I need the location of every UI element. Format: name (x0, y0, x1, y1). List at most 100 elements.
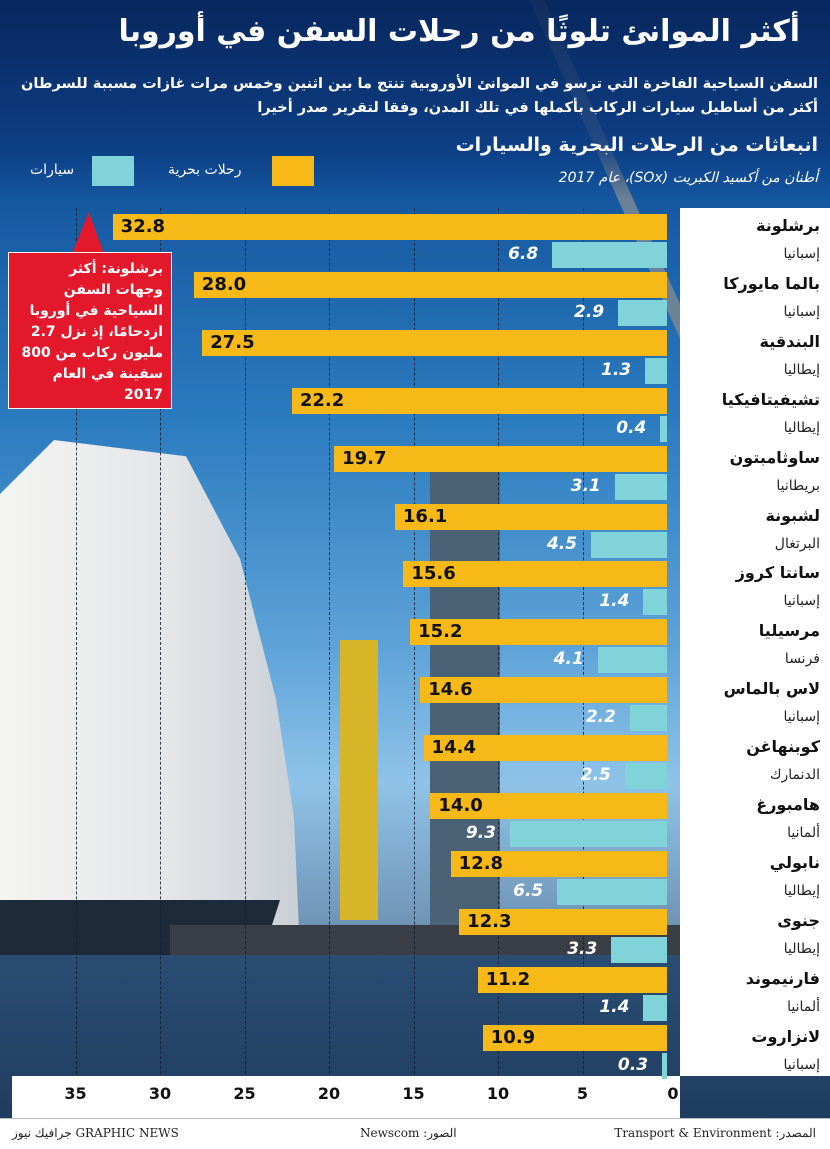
footer: المصدر: Transport & Environment الصور: N… (0, 1118, 830, 1149)
country-name: البرتغال (774, 535, 820, 552)
port-name: كوبنهاغن (746, 737, 820, 757)
bar-cruise (420, 677, 667, 704)
country-name: بريطانيا (776, 477, 820, 494)
bar-cruise (477, 966, 667, 993)
bar-cruise (193, 271, 667, 298)
bar-cars (590, 531, 667, 558)
port-name: هامبورغ (756, 795, 820, 814)
legend-swatch-cruise (272, 156, 314, 186)
bar-cruise (423, 735, 667, 762)
photo-credit: الصور: Newscom (360, 1126, 457, 1140)
port-name: مرسيليا (758, 621, 820, 641)
country-name: إسبانيا (783, 246, 821, 262)
value-label-cruise: 14.4 (431, 737, 477, 759)
port-name: نابولي (769, 852, 820, 872)
value-label-cars: 4.5 (546, 533, 578, 554)
value-label-cruise: 14.0 (438, 795, 483, 816)
x-tick-label: 0 (667, 1084, 679, 1103)
x-zero-line (680, 208, 682, 1074)
bar-cars (611, 936, 667, 963)
bar-cars (597, 647, 667, 674)
x-tick-label: 5 (576, 1084, 589, 1103)
port-name: لشبونة (765, 505, 820, 525)
value-label-cars: 0.4 (616, 417, 647, 438)
value-label-cruise: 12.8 (458, 852, 504, 874)
port-name: لانزاروت (751, 1026, 820, 1046)
bar-cars (643, 589, 667, 616)
value-label-cruise: 12.3 (467, 910, 512, 932)
chart-units-label: أطنان من أكسيد الكبريت (SOx)، عام 2017 (558, 170, 818, 186)
value-label-cars: 9.3 (465, 823, 496, 843)
country-name: إسبانيا (783, 709, 821, 726)
value-label-cars: 1.3 (601, 359, 632, 380)
bar-cruise (459, 908, 667, 935)
value-label-cruise: 32.8 (120, 216, 166, 237)
port-name: لاس بالماس (723, 679, 820, 699)
value-label-cars: 1.4 (599, 996, 630, 1017)
port-name: تشيفيتافيكيا (721, 389, 820, 409)
subtitle-line-1: السفن السياحية الفاخرة التي ترسو في المو… (21, 76, 818, 92)
value-label-cruise: 14.6 (428, 679, 473, 701)
country-name: إسبانيا (783, 303, 821, 320)
country-name: إيطاليا (783, 882, 820, 899)
category-label-column (680, 208, 830, 1076)
value-label-cars: 3.3 (567, 938, 598, 959)
country-name: ألمانيا (787, 998, 820, 1015)
bar-cruise (202, 329, 667, 356)
x-tick-label: 25 (233, 1084, 256, 1103)
country-name: إسبانيا (783, 593, 821, 610)
bar-cars (660, 415, 667, 442)
value-label-cruise: 10.9 (490, 1026, 536, 1048)
value-label-cruise: 11.2 (485, 968, 531, 990)
bar-cars (614, 473, 667, 500)
source-credit: المصدر: Transport & Environment (614, 1126, 816, 1140)
subtitle: السفن السياحية الفاخرة التي ترسو في المو… (18, 72, 818, 120)
port-name: برشلونة (756, 216, 820, 235)
yellow-crane-photo (340, 640, 378, 920)
bar-cars (645, 357, 667, 384)
x-tick-label: 35 (64, 1084, 87, 1103)
header-band (0, 0, 830, 200)
brand-credit: GRAPHIC NEWS جرافيك نيوز (12, 1126, 179, 1140)
gridline (160, 208, 161, 1074)
x-tick-label: 20 (317, 1084, 341, 1103)
country-name: إيطاليا (783, 940, 820, 957)
port-name: ساوثامبتون (729, 447, 820, 467)
port-name: سانتا كروز (735, 563, 820, 583)
port-name: بالما مايوركا (723, 273, 820, 293)
country-name: ألمانيا (787, 825, 820, 841)
value-label-cruise: 16.1 (402, 505, 448, 527)
value-label-cars: 2.2 (585, 707, 616, 728)
gridline (244, 208, 246, 1074)
bar-cars (643, 994, 667, 1021)
value-label-cruise: 27.5 (210, 331, 255, 353)
value-label-cruise: 28.0 (201, 273, 247, 295)
bar-cars (557, 878, 667, 905)
country-name: إيطاليا (783, 361, 820, 378)
country-name: الدنمارك (769, 767, 820, 784)
bar-cruise (450, 850, 667, 877)
value-label-cruise: 15.2 (418, 621, 463, 643)
bar-cruise (394, 503, 667, 530)
x-tick-label: 15 (402, 1084, 425, 1103)
bar-cars (629, 705, 667, 732)
value-label-cars: 6.5 (513, 880, 544, 901)
value-label-cars: 0.3 (617, 1054, 649, 1075)
value-label-cars: 6.8 (508, 244, 539, 264)
value-label-cruise: 22.2 (299, 389, 345, 411)
bar-cruise (291, 387, 667, 414)
bar-cars (624, 763, 667, 790)
legend-label-cars: سيارات (30, 162, 75, 178)
bar-cruise (334, 445, 667, 472)
country-name: إيطاليا (783, 419, 820, 436)
country-name: فرنسا (784, 651, 820, 668)
infographic-canvas: أكثر الموانئ تلوثًا من رحلات السفن في أو… (0, 0, 830, 1118)
legend-label-cruise: رحلات بحرية (168, 162, 242, 178)
bar-cars (661, 1052, 667, 1079)
x-tick-label: 30 (148, 1084, 172, 1103)
bar-cruise (482, 1024, 667, 1051)
bar-cars (617, 299, 667, 326)
gridline (329, 208, 330, 1074)
port-name: فارنيموند (745, 968, 820, 988)
bar-cruise (403, 561, 667, 588)
